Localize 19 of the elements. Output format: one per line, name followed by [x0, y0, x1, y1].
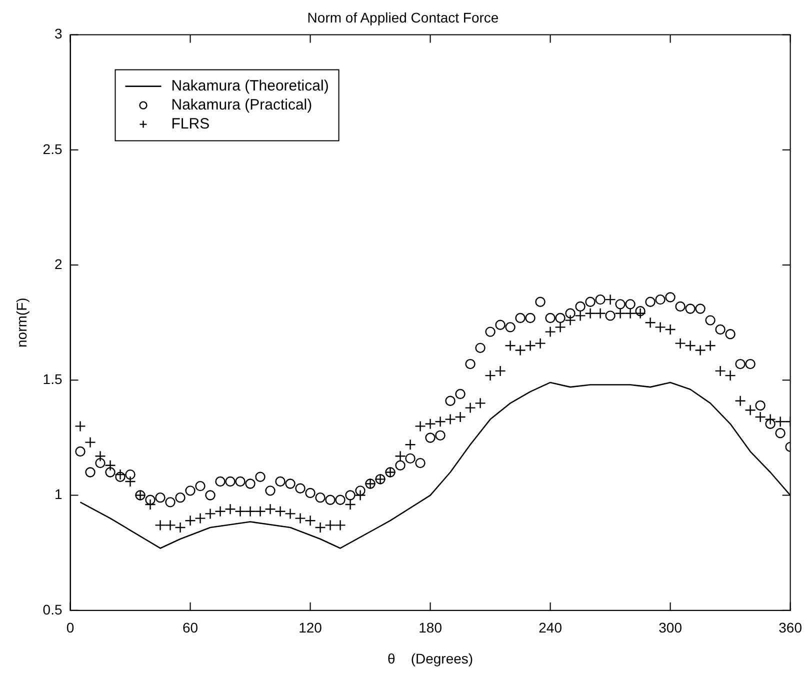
- x-tick-label: 180: [418, 620, 442, 636]
- y-tick-label: 1: [54, 486, 62, 502]
- y-tick-label: 0.5: [42, 601, 62, 618]
- x-tick-label: 120: [298, 620, 322, 636]
- y-axis-title: norm(F): [13, 298, 30, 348]
- y-tick-label: 2: [54, 256, 62, 272]
- x-tick-label: 360: [778, 620, 802, 636]
- y-tick-label: 1.5: [42, 371, 62, 388]
- x-tick-label: 60: [182, 620, 198, 636]
- x-tick-label: 240: [538, 620, 562, 636]
- x-axis-title: θ (Degrees): [387, 650, 474, 666]
- legend-label: Nakamura (Practical): [171, 96, 312, 114]
- y-tick-label: 3: [54, 26, 62, 42]
- y-tick-label: 2.5: [42, 140, 62, 157]
- x-tick-label: 300: [658, 620, 682, 636]
- legend-label: Nakamura (Theoretical): [171, 77, 329, 94]
- legend-label: FLRS: [171, 115, 210, 132]
- chart-title: Norm of Applied Contact Force: [307, 9, 499, 26]
- x-tick-label: 0: [66, 620, 74, 636]
